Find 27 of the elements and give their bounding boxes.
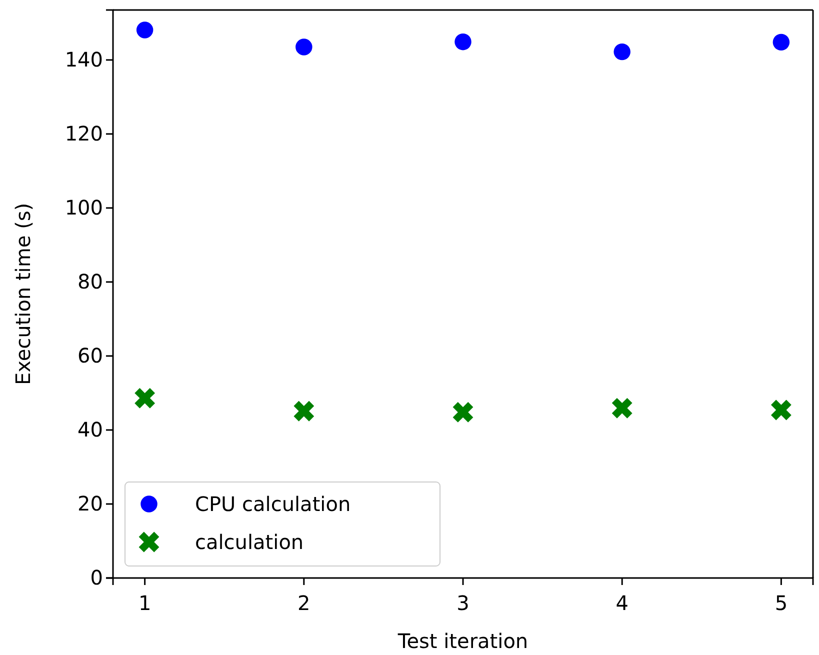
y-tick-label: 0	[90, 565, 103, 590]
legend-label: CPU calculation	[195, 492, 351, 516]
y-tick-label: 40	[78, 417, 103, 442]
point	[134, 388, 156, 408]
x-tick-label: 3	[456, 591, 470, 615]
x-tick-label: 4	[616, 591, 628, 615]
point	[136, 22, 154, 38]
point	[296, 38, 312, 56]
x-axis-title: Test iteration	[396, 629, 528, 653]
point	[770, 400, 792, 420]
y-axis-title: Execution time (s)	[11, 202, 35, 386]
point	[612, 398, 632, 418]
x-tick-label: 2	[298, 591, 310, 615]
point	[452, 402, 474, 422]
y-tick-label: 120	[64, 121, 103, 146]
y-tick-label: 80	[78, 269, 103, 294]
point	[454, 33, 472, 50]
point	[614, 43, 630, 60]
x-tick-label: 5	[774, 591, 788, 615]
y-tick-label: 140	[64, 47, 103, 72]
legend-label: calculation	[195, 530, 304, 554]
x-tick-label: 1	[138, 591, 152, 615]
point	[294, 400, 314, 422]
y-tick-label: 20	[78, 491, 103, 516]
y-tick-label: 100	[64, 195, 103, 220]
point	[772, 34, 790, 51]
y-tick-label: 60	[78, 343, 103, 368]
